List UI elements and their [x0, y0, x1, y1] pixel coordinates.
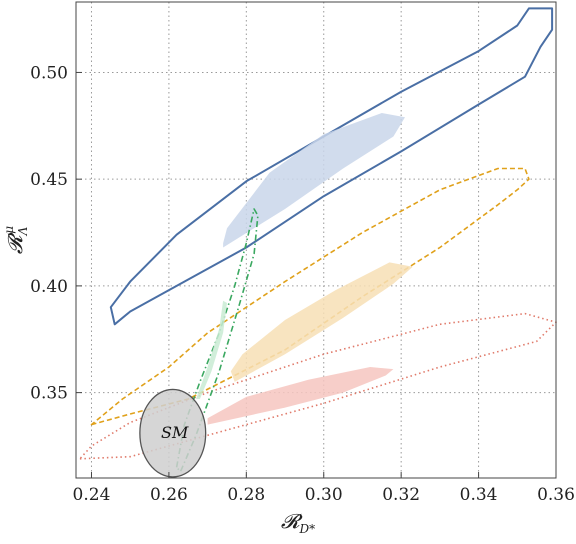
- plot-frame: [75, 1, 557, 479]
- sm-label: SM: [161, 423, 189, 442]
- x-axis-label: 𝓡D*: [281, 509, 315, 536]
- x-tick-label: 0.32: [382, 485, 420, 505]
- annotations: SM: [161, 423, 189, 442]
- filled-region-blue_fill: [223, 113, 405, 248]
- x-tick-label: 0.36: [537, 485, 575, 505]
- contour-blue-solid: [109, 7, 554, 326]
- sm-ellipse: [139, 388, 207, 478]
- axis-ticks: 0.24 0.26 0.28 0.30 0.32 0.34 0.36 0.35 0.40 0.45…: [30, 63, 575, 505]
- y-tick-label: 0.45: [30, 170, 68, 190]
- filled-region-red_fill: [207, 367, 394, 425]
- filled-region-orange_fill: [230, 262, 413, 382]
- contour-orange-dashed: [90, 167, 530, 426]
- filled-region-green_fill: [196, 300, 227, 399]
- y-tick-label: 0.35: [30, 384, 68, 404]
- y-axis-label: 𝓡Λμ: [2, 226, 30, 254]
- y-tick-label: 0.50: [30, 63, 68, 83]
- x-tick-label: 0.34: [460, 485, 498, 505]
- regions: [79, 7, 557, 478]
- y-tick-label: 0.40: [30, 277, 68, 297]
- x-tick-label: 0.30: [305, 485, 343, 505]
- x-tick-label: 0.28: [227, 485, 265, 505]
- x-tick-label: 0.26: [150, 485, 188, 505]
- x-tick-label: 0.24: [73, 485, 111, 505]
